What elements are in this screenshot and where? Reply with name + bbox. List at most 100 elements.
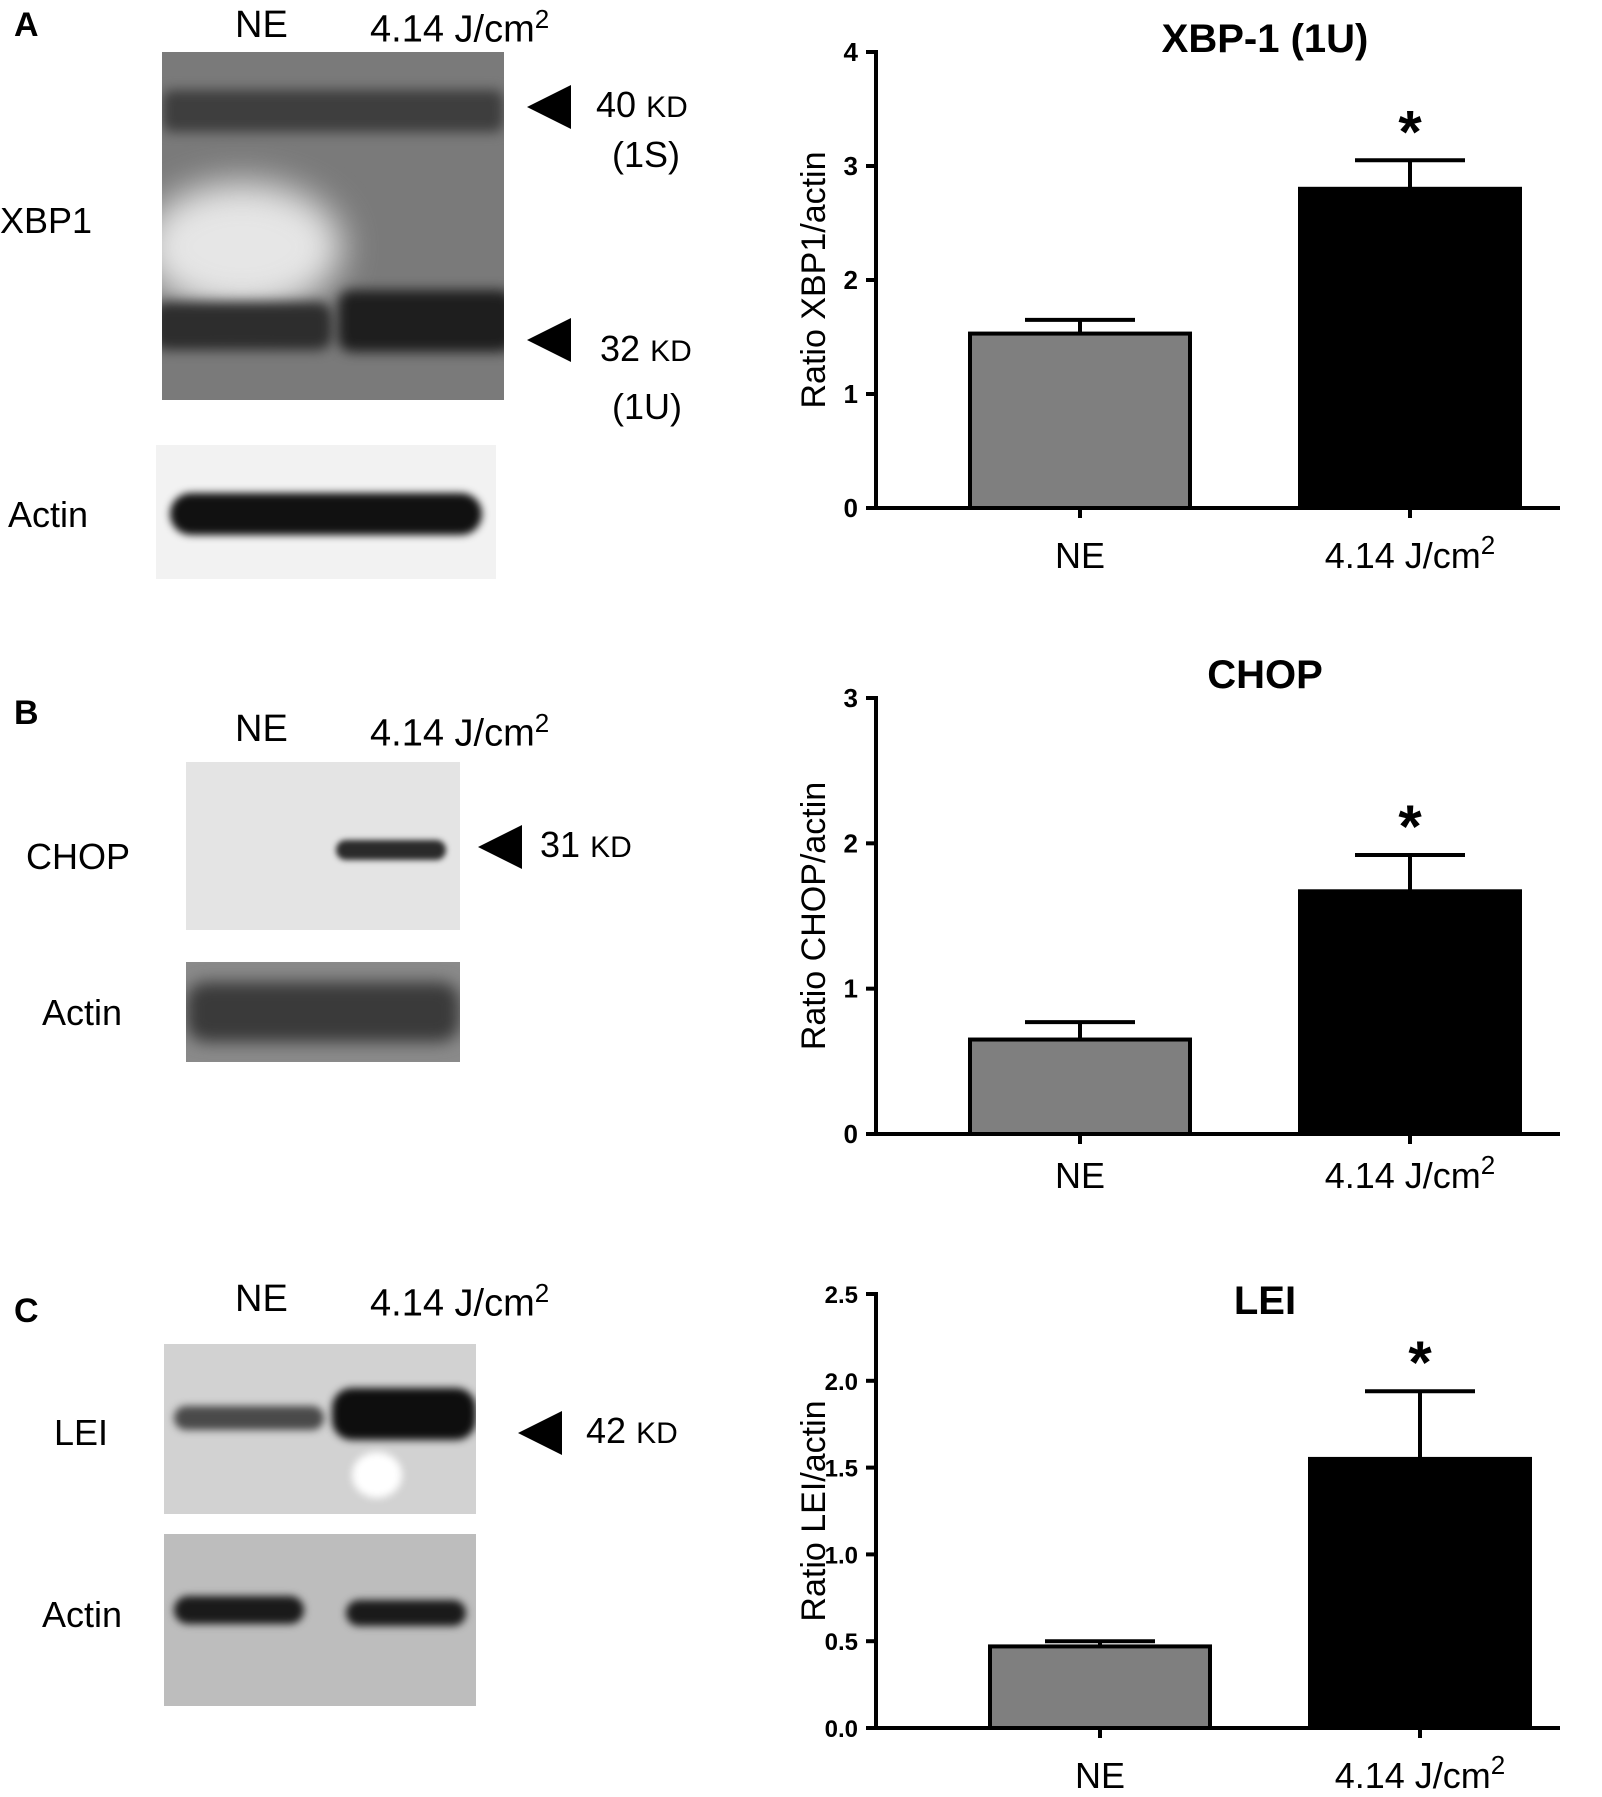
y-tick-label: 3: [844, 151, 858, 181]
marker-arrow-40kd: [527, 85, 571, 129]
marker-31kd-unit: KD: [590, 831, 632, 864]
y-tick-label: 2.0: [825, 1369, 858, 1396]
western-blot-actin-c: [164, 1534, 476, 1706]
bar-treated: [1298, 186, 1522, 511]
lane-label-treated-text: 4.14 J/cm: [370, 8, 535, 51]
chop-band-treated: [336, 840, 446, 860]
y-tick-label: 1: [844, 974, 858, 1004]
y-tick-label: 4: [844, 37, 859, 67]
blot-label-lei: LEI: [54, 1412, 109, 1453]
x-tick-label: NE: [1055, 1155, 1105, 1196]
x-tick-label-text: 4.14 J/cm: [1325, 535, 1481, 576]
blot-label-xbp1: XBP1: [0, 200, 93, 241]
lane-label-treated-text: 4.14 J/cm: [370, 1282, 535, 1325]
western-blot-lei: [164, 1344, 476, 1514]
lane-label-treated: 4.14 J/cm2: [370, 708, 549, 756]
marker-arrow-42kd: [518, 1411, 562, 1455]
marker-40kd-value: 40: [596, 84, 637, 125]
band-32kd-treated: [338, 290, 504, 352]
x-tick-label: NE: [1075, 1755, 1125, 1796]
x-tick-label-text: 4.14 J/cm: [1325, 1155, 1481, 1196]
lane-label-treated: 4.14 J/cm2: [370, 4, 549, 52]
chart-title: LEI: [1234, 1279, 1296, 1323]
y-tick-label: 0.5: [825, 1629, 858, 1656]
marker-32kd-note: (1U): [612, 386, 682, 427]
marker-42kd: 42 KD: [586, 1410, 678, 1452]
lane-label-ne: NE: [235, 708, 288, 750]
panel-label-a: A: [14, 6, 39, 44]
x-tick-label: 4.14 J/cm2: [1325, 1150, 1496, 1196]
significance-marker: *: [1408, 1329, 1432, 1396]
lei-band-ne: [174, 1406, 324, 1430]
y-tick-label: 1: [844, 379, 858, 409]
lane-label-treated-sup: 2: [534, 4, 550, 34]
y-tick-label: 3: [844, 683, 858, 713]
y-tick-label: 1.5: [825, 1456, 858, 1483]
x-tick-label-sup: 2: [1491, 1750, 1505, 1780]
y-axis-label: Ratio LEI/actin: [795, 1400, 833, 1621]
bar-chart-xbp1: XBP-1 (1U) Ratio XBP1/actin 0 1 2 3 4 NE * 4.14 J…: [795, 17, 1560, 576]
x-tick-label: NE: [1055, 535, 1105, 576]
lane-label-treated: 4.14 J/cm2: [370, 1278, 549, 1326]
lane-label-ne: NE: [235, 4, 288, 46]
lane-label-ne: NE: [235, 1278, 288, 1320]
y-tick-label: 2: [844, 265, 858, 295]
marker-42kd-unit: KD: [636, 1417, 678, 1450]
x-tick-label-text: NE: [1055, 1155, 1105, 1196]
x-tick-label-text: NE: [1055, 535, 1105, 576]
chart-title: CHOP: [1207, 653, 1323, 697]
x-tick-label-text: NE: [1075, 1755, 1125, 1796]
chart-title: XBP-1 (1U): [1162, 17, 1369, 61]
y-axis-label: Ratio CHOP/actin: [795, 782, 833, 1050]
x-tick-label: 4.14 J/cm2: [1325, 530, 1496, 576]
marker-arrow-32kd: [527, 318, 571, 362]
western-blot-actin-b: [186, 962, 460, 1062]
marker-32kd-unit: KD: [650, 335, 692, 368]
actin-band-b: [186, 982, 460, 1042]
y-tick-label: 2: [844, 828, 858, 858]
actin-band-c-treated: [346, 1600, 466, 1626]
bar-treated: [1308, 1456, 1532, 1730]
marker-40kd-unit: KD: [646, 91, 688, 124]
y-tick-label: 0: [844, 493, 858, 523]
bar-chart-lei: LEI Ratio LEI/actin 0.0 0.5 1.0 1.5 2.0 2.5 NE * 4…: [795, 1279, 1560, 1796]
panel-label-b: B: [14, 694, 39, 732]
marker-32kd: 32 KD: [600, 328, 692, 370]
blot-artifact: [162, 182, 342, 312]
bar-ne: [968, 1037, 1192, 1136]
y-tick-label: 2.5: [825, 1282, 858, 1309]
western-blot-actin-a: [156, 445, 496, 579]
actin-label-b: Actin: [42, 992, 123, 1033]
marker-31kd-value: 31: [540, 824, 581, 865]
western-blot-xbp1: [162, 52, 504, 400]
bar-ne: [988, 1644, 1212, 1730]
x-tick-label: 4.14 J/cm2: [1335, 1750, 1506, 1796]
lei-band-treated: [332, 1388, 476, 1440]
x-tick-label-text: 4.14 J/cm: [1335, 1755, 1491, 1796]
actin-band-c-ne: [174, 1596, 304, 1624]
x-tick-label-sup: 2: [1481, 1150, 1495, 1180]
marker-arrow-31kd: [478, 825, 522, 869]
bar-ne: [968, 331, 1192, 510]
blot-artifact: [352, 1452, 402, 1498]
lane-label-treated-sup: 2: [534, 1278, 550, 1308]
lane-label-treated-text: 4.14 J/cm: [370, 712, 535, 755]
marker-32kd-value: 32: [600, 328, 641, 369]
panel-label-c: C: [14, 1292, 39, 1330]
actin-band-a: [170, 493, 482, 535]
marker-40kd-note: (1S): [612, 134, 681, 175]
significance-marker: *: [1398, 98, 1422, 165]
western-blot-chop: [186, 762, 460, 930]
x-tick-label-sup: 2: [1481, 530, 1495, 560]
marker-40kd: 40 KD: [596, 84, 688, 126]
band-40kd: [162, 90, 504, 132]
blot-label-chop: CHOP: [26, 836, 131, 877]
lane-label-treated-sup: 2: [534, 708, 550, 738]
y-tick-label: 1.0: [825, 1542, 858, 1569]
y-tick-label: 0: [844, 1119, 858, 1149]
significance-marker: *: [1398, 793, 1422, 860]
y-tick-label: 0.0: [825, 1716, 858, 1743]
y-axis-label: Ratio XBP1/actin: [795, 151, 833, 408]
actin-label-a: Actin: [8, 494, 89, 535]
